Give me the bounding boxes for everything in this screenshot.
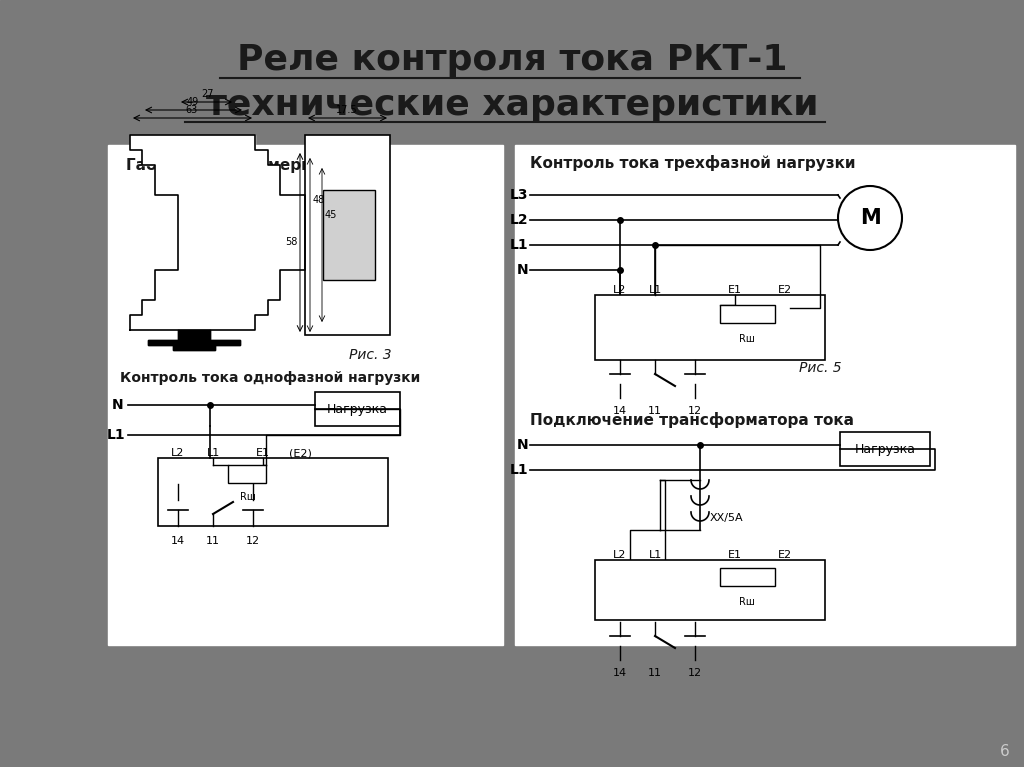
Text: E2: E2 (778, 285, 792, 295)
Polygon shape (130, 135, 305, 330)
Text: Rш: Rш (240, 492, 256, 502)
Text: ХХ/5А: ХХ/5А (710, 513, 743, 523)
Text: 12: 12 (688, 668, 702, 678)
Text: E2: E2 (778, 550, 792, 560)
Bar (158, 458, 388, 526)
Text: Рис. 5: Рис. 5 (799, 361, 842, 375)
Text: N: N (113, 398, 124, 412)
Text: L2: L2 (613, 285, 627, 295)
Text: 17.5: 17.5 (336, 105, 357, 115)
Text: М: М (859, 208, 881, 228)
Text: 45: 45 (325, 210, 337, 220)
Text: Контроль тока трехфазной нагрузки: Контроль тока трехфазной нагрузки (530, 155, 855, 171)
Text: L3: L3 (510, 188, 528, 202)
Text: 11: 11 (648, 668, 662, 678)
Text: 12: 12 (246, 536, 260, 546)
Text: L1: L1 (509, 463, 528, 477)
Text: Rш: Rш (739, 334, 755, 344)
Text: E1: E1 (728, 550, 742, 560)
Text: Габаритные размеры: Габаритные размеры (126, 157, 314, 173)
Text: 14: 14 (171, 536, 185, 546)
Text: Контроль тока однофазной нагрузки: Контроль тока однофазной нагрузки (120, 371, 420, 385)
Bar (595, 560, 825, 620)
Text: Рис. 3: Рис. 3 (349, 348, 391, 362)
Text: 49: 49 (186, 97, 199, 107)
Text: E1: E1 (256, 448, 270, 458)
Text: 12: 12 (688, 406, 702, 416)
Text: L1: L1 (509, 238, 528, 252)
Bar (108, 145, 503, 645)
Text: L2: L2 (509, 213, 528, 227)
Text: 14: 14 (613, 668, 627, 678)
Text: Подключение трансформатора тока: Подключение трансформатора тока (530, 412, 854, 428)
Bar (515, 145, 1015, 645)
Bar (720, 568, 775, 586)
Text: Rш: Rш (739, 597, 755, 607)
Text: L1: L1 (207, 448, 219, 458)
Text: E1: E1 (728, 285, 742, 295)
Text: N: N (516, 263, 528, 277)
Text: L1: L1 (648, 285, 662, 295)
Circle shape (838, 186, 902, 250)
Text: (E2): (E2) (289, 448, 311, 458)
Bar (595, 295, 825, 360)
Bar (840, 432, 930, 466)
Polygon shape (148, 330, 240, 350)
Bar (720, 305, 775, 323)
Text: L1: L1 (106, 428, 125, 442)
Bar (305, 135, 390, 335)
Text: L2: L2 (613, 550, 627, 560)
Text: 63: 63 (186, 105, 198, 115)
Text: 11: 11 (206, 536, 220, 546)
Bar (315, 392, 400, 426)
Text: технические характеристики: технические характеристики (206, 88, 818, 122)
Bar (228, 465, 266, 483)
Text: Реле контроля тока РКТ-1: Реле контроля тока РКТ-1 (237, 43, 787, 77)
Text: L2: L2 (171, 448, 184, 458)
Text: 27: 27 (201, 89, 213, 99)
Text: 58: 58 (286, 237, 298, 247)
Text: N: N (516, 438, 528, 452)
Text: 11: 11 (648, 406, 662, 416)
Text: L1: L1 (648, 550, 662, 560)
Text: 6: 6 (1000, 745, 1010, 759)
Text: Нагрузка: Нагрузка (327, 403, 387, 416)
Bar (323, 190, 375, 280)
Text: Нагрузка: Нагрузка (854, 443, 915, 456)
Text: 14: 14 (613, 406, 627, 416)
Text: 48: 48 (313, 195, 326, 205)
